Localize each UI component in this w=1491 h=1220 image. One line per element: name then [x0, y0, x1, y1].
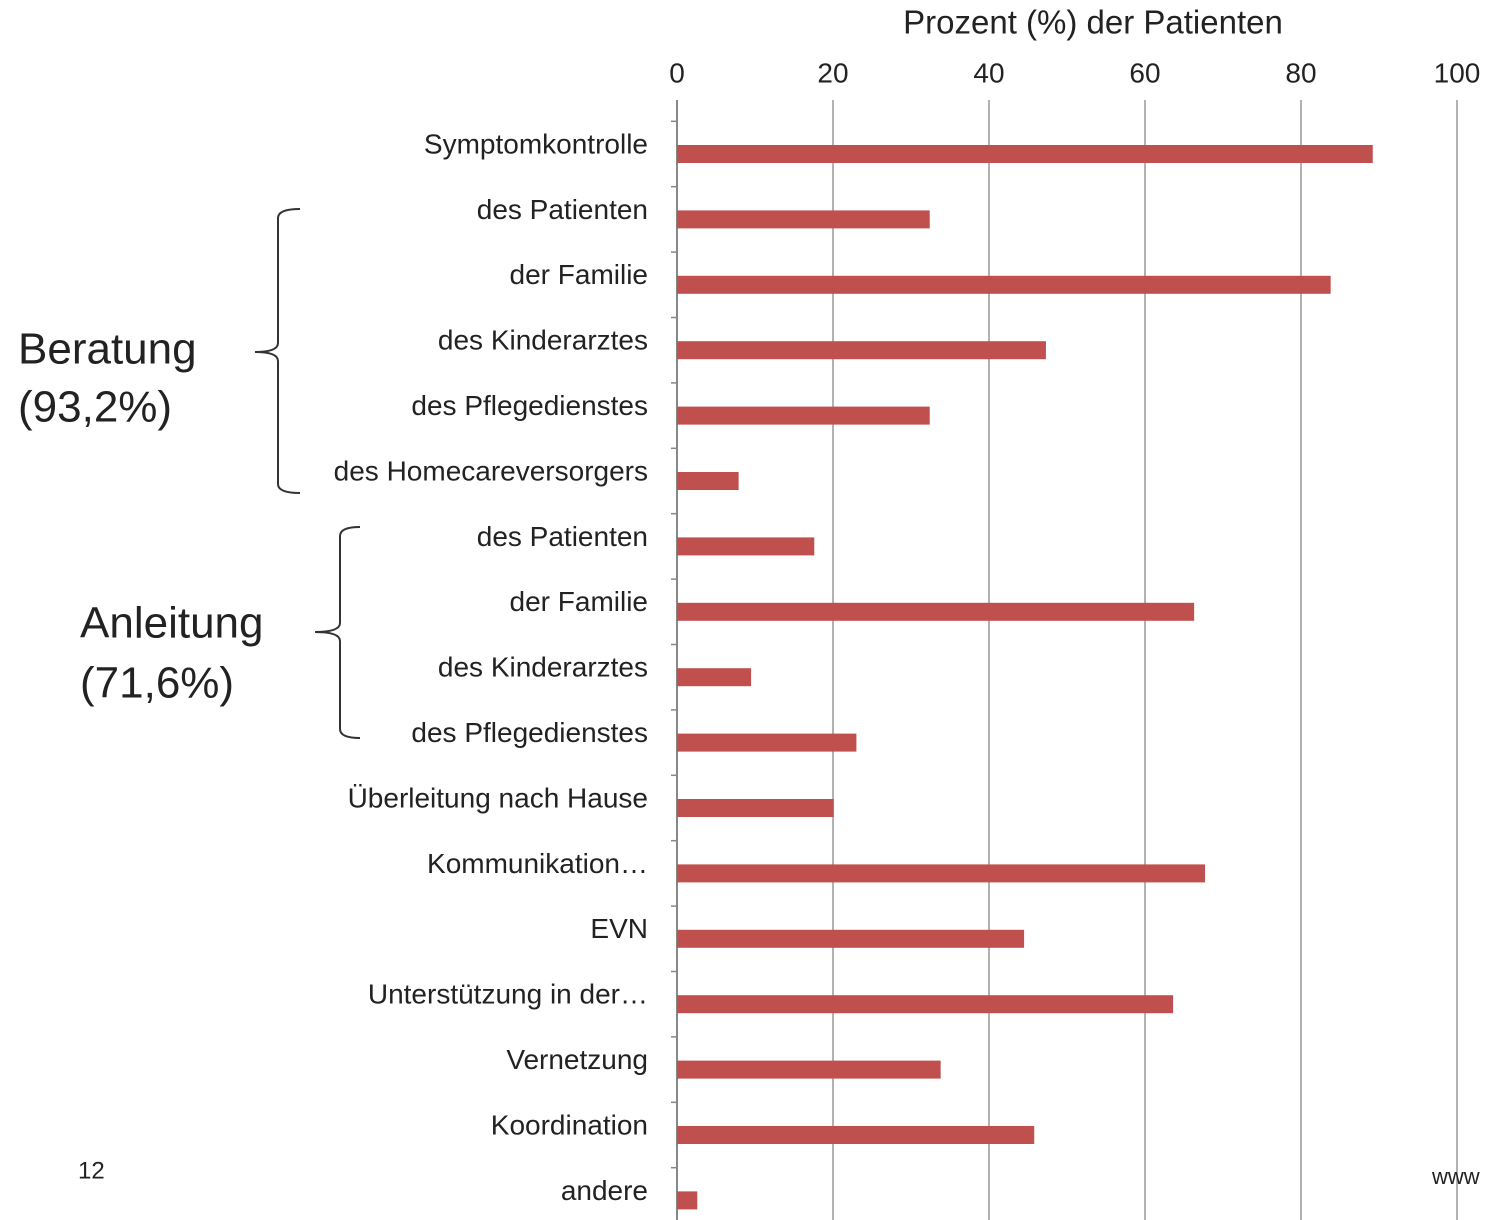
y-tick-label: der Familie [510, 259, 648, 290]
bar [677, 864, 1206, 883]
bar [677, 995, 1174, 1014]
y-tick-label: Koordination [491, 1109, 648, 1140]
annotation: (71,6%) [80, 659, 234, 708]
y-tick-label: Unterstützung in der… [368, 979, 648, 1010]
bar [677, 537, 815, 556]
bar [677, 929, 1025, 948]
bracket [254, 208, 301, 494]
bar [677, 668, 752, 687]
y-tick-label: andere [561, 1175, 648, 1206]
bar [677, 1191, 698, 1210]
y-tick-label: des Kinderarztes [438, 652, 648, 683]
bar [677, 210, 930, 229]
y-tick-label: des Pflegedienstes [411, 717, 648, 748]
y-tick-label: EVN [590, 913, 648, 944]
x-tick-label: 80 [1285, 57, 1316, 88]
bracket [314, 526, 361, 739]
bar [677, 472, 739, 490]
bar [677, 145, 1373, 163]
y-tick-label: der Familie [510, 586, 648, 617]
y-tick-label: Vernetzung [506, 1044, 648, 1075]
x-tick-label: 40 [973, 57, 1004, 88]
bar [677, 1126, 1035, 1144]
bar [677, 275, 1331, 294]
bar [677, 733, 857, 752]
bar [677, 341, 1046, 360]
y-tick-label: des Patienten [477, 521, 648, 552]
bar [677, 799, 834, 817]
x-tick-label: 20 [817, 57, 848, 88]
bar [677, 406, 930, 425]
x-tick-label: 60 [1129, 57, 1160, 88]
annotation: www [1431, 1164, 1480, 1189]
annotation: Anleitung [80, 599, 263, 648]
x-tick-label: 0 [669, 57, 685, 88]
y-tick-label: Symptomkontrolle [424, 128, 648, 159]
y-tick-label: Überleitung nach Hause [348, 782, 648, 813]
y-tick-label: des Homecareversorgers [334, 455, 648, 486]
bar [677, 602, 1195, 621]
annotation: Beratung [18, 325, 197, 374]
annotation: (93,2%) [18, 383, 172, 432]
bar [677, 1060, 941, 1079]
y-tick-label: des Pflegedienstes [411, 390, 648, 421]
x-tick-label: 100 [1434, 57, 1481, 88]
y-tick-label: Kommunikation… [427, 848, 648, 879]
axis-title: Prozent (%) der Patienten [903, 4, 1283, 41]
annotation: 12 [78, 1157, 105, 1184]
y-tick-label: des Kinderarztes [438, 325, 648, 356]
y-tick-label: des Patienten [477, 194, 648, 225]
